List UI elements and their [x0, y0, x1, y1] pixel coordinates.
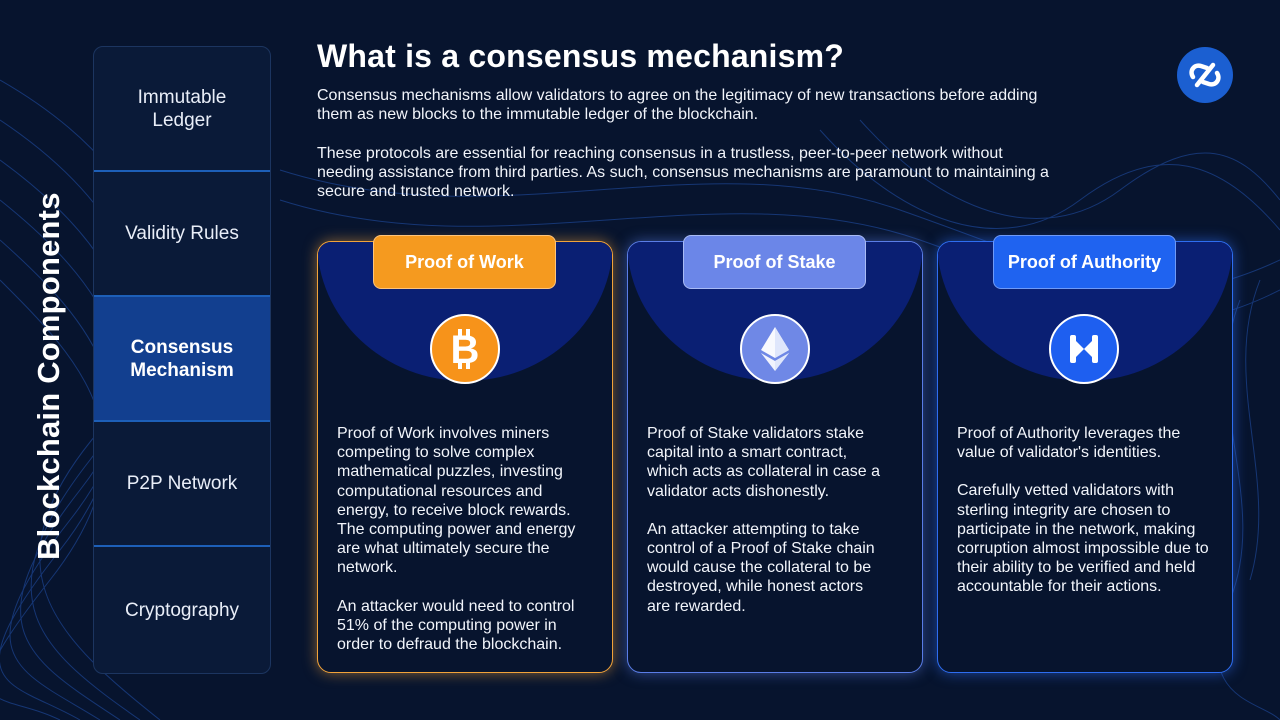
card-proof-of-authority [937, 241, 1233, 673]
sidebar-item-cryptography[interactable]: Cryptography [124, 599, 240, 621]
card-text-proof-of-authority: Proof of Authority leverages the value o… [957, 425, 1209, 596]
sidebar-item-immutable-ledger[interactable]: Immutable Ledger [94, 47, 270, 172]
tag-proof-of-authority: Proof of Authority [993, 235, 1176, 289]
intro-paragraph-1: Consensus mechanisms allow validators to… [317, 87, 1038, 123]
intro-text: Consensus mechanisms allow validators to… [317, 86, 1057, 221]
card-proof-of-stake [627, 241, 923, 673]
sidebar-item-p2p-network[interactable]: P2P Network [94, 422, 270, 547]
card-text-proof-of-stake: Proof of Stake validators stake capital … [647, 425, 880, 615]
svg-text:B: B [451, 328, 480, 371]
bitcoin-icon: B [430, 314, 500, 384]
components-sidebar: Immutable Ledger Validity Rules Consensu… [93, 46, 271, 674]
page-title: What is a consensus mechanism? [317, 38, 845, 74]
tag-proof-of-work: Proof of Work [373, 235, 556, 289]
card-text-proof-of-work: Proof of Work involves miners competing … [337, 425, 576, 654]
authority-icon [1049, 314, 1119, 384]
sidebar-item-validity-rules[interactable]: Validity Rules [94, 172, 270, 297]
tag-proof-of-stake: Proof of Stake [683, 235, 866, 289]
sidebar-item-consensus-mechanism[interactable]: Consensus Mechanism [94, 297, 270, 422]
swap-link-logo-icon [1177, 47, 1233, 103]
intro-paragraph-2: These protocols are essential for reachi… [317, 145, 1049, 200]
ethereum-icon [740, 314, 810, 384]
